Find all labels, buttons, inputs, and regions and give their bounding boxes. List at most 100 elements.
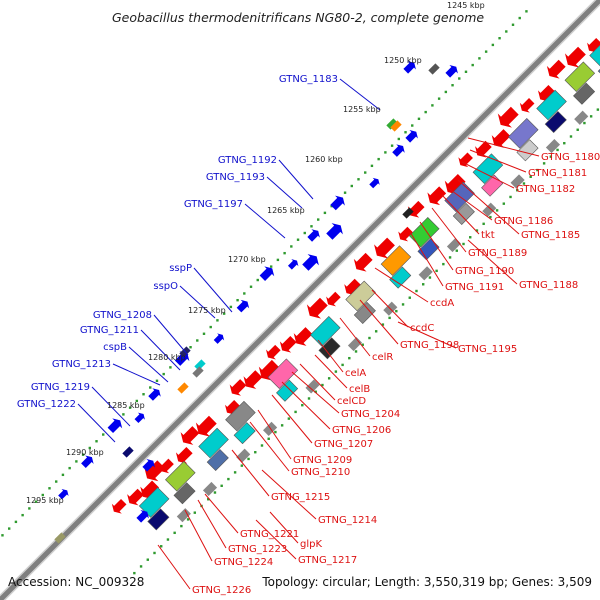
tick-dot bbox=[173, 531, 176, 535]
scale-label: 1285 kbp bbox=[107, 401, 145, 410]
forward-leader bbox=[153, 314, 189, 356]
gene-labels: GTNG_1183 GTNG_1192 GTNG_1193 GTNG_1197 sspP… bbox=[17, 74, 600, 596]
tick-dot bbox=[357, 178, 360, 181]
reverse-gene-label: celR bbox=[372, 352, 393, 363]
gene-arrow bbox=[405, 130, 418, 143]
feature-block bbox=[389, 266, 412, 289]
feature-block bbox=[589, 36, 600, 68]
scale-label: 1295 kbp bbox=[26, 496, 64, 505]
tick-dot bbox=[522, 182, 526, 185]
tick-dot bbox=[323, 211, 327, 215]
tick-dot bbox=[321, 383, 324, 387]
tick-dot bbox=[589, 115, 593, 118]
forward-gene-label: GTNG_1222 bbox=[17, 399, 76, 410]
reverse-gene-label: GTNG_1223 bbox=[228, 544, 287, 555]
gene-arrow bbox=[537, 84, 555, 102]
tick-dot bbox=[1, 534, 4, 537]
reverse-gene-label: GTNG_1181 bbox=[528, 168, 587, 179]
label-leaders bbox=[77, 78, 540, 590]
feature-block bbox=[233, 422, 256, 445]
tick-dot bbox=[28, 507, 31, 510]
tick-dot bbox=[155, 379, 159, 382]
reverse-leader bbox=[419, 221, 454, 271]
reverse-gene-label: GTNG_1215 bbox=[271, 492, 330, 503]
scale-label: 1280 kbp bbox=[148, 353, 186, 362]
reverse-leader bbox=[257, 409, 292, 460]
tick-dot bbox=[549, 155, 553, 158]
gene-arrow bbox=[213, 333, 225, 344]
scale-labels: 1245 kbp 1250 kbp 1255 kbp 1260 kbp 1265 kbp… bbox=[26, 1, 485, 505]
tick-dot bbox=[280, 424, 284, 427]
feature-block bbox=[318, 337, 341, 360]
tick-dot bbox=[166, 538, 170, 541]
tick-dot bbox=[518, 16, 521, 20]
gene-arrow bbox=[243, 370, 263, 389]
tick-dot bbox=[296, 238, 300, 241]
reverse-leader bbox=[291, 371, 340, 414]
tick-dot bbox=[274, 430, 277, 434]
tick-dot bbox=[455, 249, 458, 252]
tick-dot bbox=[334, 370, 338, 373]
gene-arrow bbox=[140, 480, 160, 500]
tick-dot bbox=[303, 231, 306, 235]
tick-dot bbox=[498, 37, 501, 40]
tick-dot bbox=[505, 30, 508, 33]
gene-arrow bbox=[353, 252, 373, 272]
tick-dot bbox=[415, 289, 418, 293]
reverse-gene-label: GTNG_1226 bbox=[192, 585, 251, 596]
forward-leader bbox=[112, 363, 161, 386]
gene-arrow bbox=[134, 412, 145, 424]
tick-dot bbox=[160, 545, 163, 548]
gene-arrow bbox=[180, 426, 200, 445]
feature-block bbox=[305, 379, 320, 394]
gene-arrow bbox=[279, 335, 297, 353]
gene-arrow bbox=[546, 59, 566, 79]
feature-block bbox=[122, 446, 134, 458]
gene-arrow bbox=[287, 259, 299, 270]
tick-dot bbox=[341, 363, 344, 367]
tick-dot bbox=[135, 399, 139, 403]
reverse-leader bbox=[281, 381, 331, 430]
reverse-gene-label: GTNG_1182 bbox=[516, 184, 575, 195]
tick-dot bbox=[502, 202, 506, 205]
reverse-gene-label: ccdC bbox=[410, 323, 434, 334]
gene-arrow bbox=[148, 388, 161, 401]
tick-dot bbox=[7, 527, 11, 530]
gene-arrow bbox=[229, 379, 247, 396]
gene-arrow bbox=[398, 226, 413, 242]
tick-dot bbox=[75, 460, 78, 463]
reverse-gene-label: GTNG_1190 bbox=[455, 266, 514, 277]
feature-block bbox=[402, 207, 414, 219]
tick-dot bbox=[88, 446, 92, 450]
tick-dot bbox=[422, 283, 425, 286]
reverse-gene-label: GTNG_1210 bbox=[291, 467, 350, 478]
feature-block bbox=[202, 481, 218, 497]
tick-dot bbox=[139, 565, 143, 568]
reverse-leader bbox=[467, 137, 540, 157]
tick-dot bbox=[462, 242, 465, 246]
feature-block bbox=[574, 110, 589, 125]
feature-block bbox=[225, 400, 256, 432]
tick-dot bbox=[153, 551, 156, 555]
forward-gene-label: GTNG_1208 bbox=[93, 310, 152, 321]
reverse-leader bbox=[299, 363, 336, 401]
tick-dot bbox=[222, 312, 226, 315]
tick-dot bbox=[361, 343, 364, 346]
tick-dot bbox=[61, 473, 65, 477]
tick-dot bbox=[563, 142, 566, 145]
tick-dot bbox=[529, 175, 532, 178]
tick-dot bbox=[437, 97, 441, 100]
gene-arrow bbox=[236, 299, 250, 313]
scale-label: 1260 kbp bbox=[305, 155, 343, 164]
forward-gene-label: GTNG_1213 bbox=[52, 359, 111, 370]
feature-block bbox=[452, 202, 475, 225]
scale-label: 1255 kbp bbox=[343, 105, 381, 114]
forward-leader bbox=[266, 176, 303, 209]
scale-label: 1275 kbp bbox=[188, 306, 226, 315]
reverse-leader bbox=[457, 179, 520, 235]
reverse-gene-label: GTNG_1224 bbox=[214, 557, 273, 568]
feature-block bbox=[206, 448, 229, 472]
feature-block bbox=[390, 120, 402, 132]
gene-arrow bbox=[330, 195, 345, 211]
